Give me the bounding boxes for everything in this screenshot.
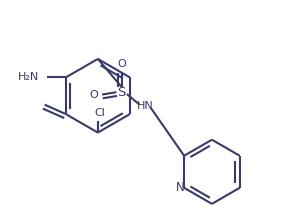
Text: HN: HN: [137, 101, 154, 112]
Text: S: S: [118, 86, 126, 99]
Text: O: O: [89, 90, 98, 100]
Text: Cl: Cl: [95, 108, 106, 118]
Text: N: N: [176, 181, 185, 194]
Text: H₂N: H₂N: [18, 72, 39, 82]
Text: O: O: [117, 59, 126, 69]
